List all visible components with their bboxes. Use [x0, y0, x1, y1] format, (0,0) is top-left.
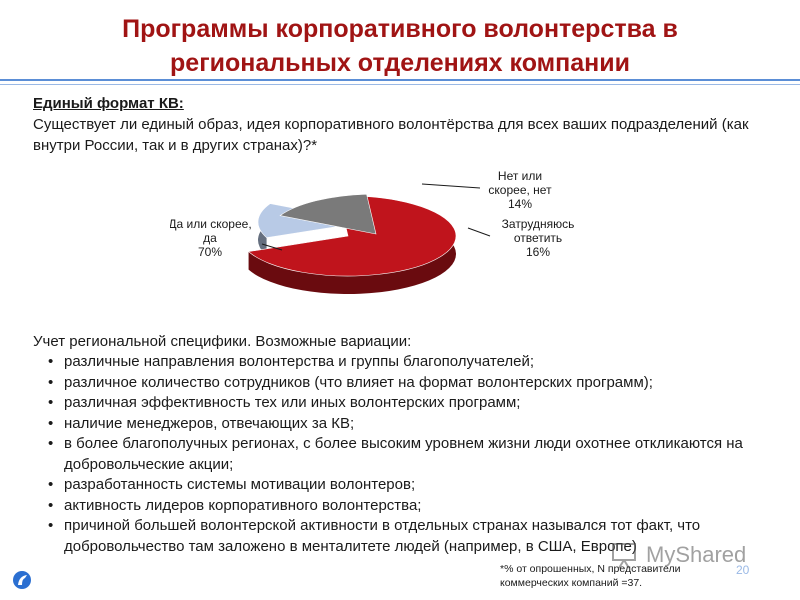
variations-title: Учет региональной специфики. Возможные в… [33, 333, 412, 350]
watermark-text: MyShared [646, 542, 747, 567]
list-item: различная эффективность тех или иных вол… [33, 393, 783, 414]
section-heading: Единый формат КВ: [33, 95, 184, 112]
watermark: MyShared [610, 540, 780, 574]
leader-line [421, 183, 481, 189]
pie-slice [279, 193, 377, 235]
survey-question: Существует ли единый образ, идея корпора… [33, 116, 749, 154]
title-divider [0, 79, 800, 81]
company-logo-icon [13, 571, 31, 589]
pie-slice [247, 195, 457, 277]
presentation-icon [612, 543, 636, 569]
list-item: наличие менеджеров, отвечающих за КВ; [33, 414, 783, 435]
page-number: 20 [736, 563, 750, 577]
page-title: Программы корпоративного волонтерства в … [122, 15, 678, 77]
list-item: разработанность системы мотивации волонт… [33, 475, 783, 496]
leader-line [467, 227, 491, 237]
slice-label: Да или скорее, да 70% [170, 217, 252, 259]
list-item: в более благополучных регионах, с более … [33, 434, 783, 475]
pie-chart: Да или скорее, да 70% Нет или скорее, нет 14%… [170, 170, 575, 294]
list-item: различное количество сотрудников (что вл… [33, 373, 783, 394]
list-item: причиной большей волонтерской активности… [33, 516, 783, 557]
slice-label: Нет или скорее, нет 14% [488, 170, 552, 211]
footnote: *% от опрошенных, N представители коммер… [500, 563, 681, 589]
list-item: активность лидеров корпоративного волонт… [33, 496, 783, 517]
bullet-list: различные направления волонтерства и гру… [33, 352, 783, 557]
list-item: различные направления волонтерства и гру… [33, 352, 783, 373]
leader-line [261, 243, 283, 251]
slice-label: Затрудняюсь ответить 16% [502, 217, 575, 259]
title-divider-thin [0, 84, 800, 85]
